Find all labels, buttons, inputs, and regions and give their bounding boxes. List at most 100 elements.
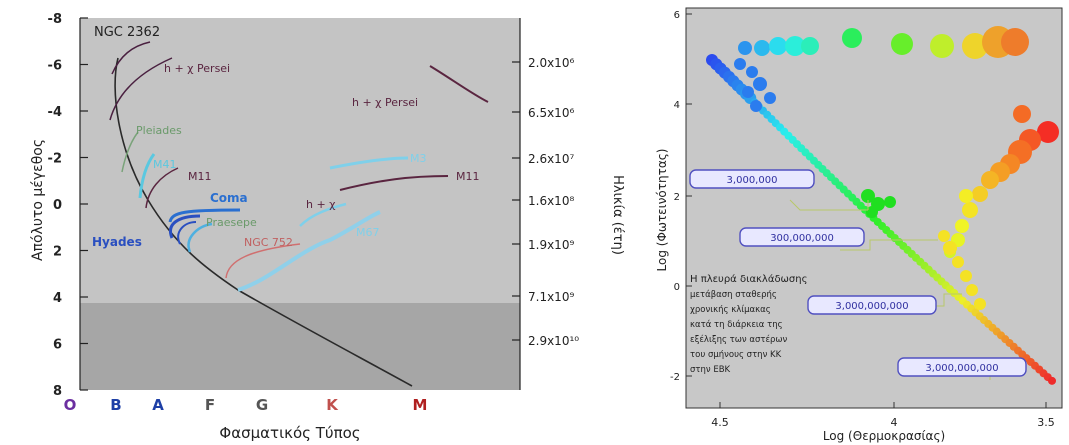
right-x-tick-label: 3.5 (1037, 416, 1055, 429)
annotation-line: Η πλευρά διακλάδωσης (690, 273, 807, 285)
green-star (866, 206, 878, 218)
green-star (884, 196, 896, 208)
label-h-chi-2: h + χ Persei (352, 96, 418, 109)
giant-star (801, 37, 819, 55)
right-y-tick-label: 0 (674, 282, 680, 293)
red-giant-star (955, 219, 969, 233)
label-m11-b: M11 (456, 170, 480, 183)
label-m41: M41 (153, 158, 177, 171)
h-chi-persei-track (109, 57, 173, 121)
label-h-chi-3: h + χ (306, 198, 336, 211)
yellow-star (966, 284, 978, 296)
spectral-type-O: O (64, 396, 77, 414)
annotation-line: του σμήνους στην ΚΚ (690, 350, 782, 360)
label-praesepe: Praesepe (206, 216, 257, 229)
right-y-tick-label: 4 (674, 100, 680, 111)
red-giant-star (1037, 121, 1059, 143)
praesepe-track (187, 222, 213, 253)
age-box-label: 3,000,000,000 (925, 363, 998, 374)
m3-track-b (299, 202, 347, 227)
right-x-axis-title: Log (Θερμοκρασίας) (823, 429, 945, 443)
y-tick-label: 0 (53, 198, 62, 213)
annotation-line: στην ΕΒΚ (690, 365, 731, 375)
m67-track (237, 210, 381, 292)
ngc752-track (225, 243, 301, 279)
right-y-tick-label: 6 (674, 10, 680, 21)
y-tick-label: -4 (48, 105, 62, 120)
right-y-axis-title: Log (Φωτεινότητας) (655, 149, 669, 272)
spectral-type-A: A (152, 396, 164, 414)
blue-star (753, 77, 767, 91)
right-y-tick-label: -2 (670, 372, 680, 383)
left-y-axis-title: Απόλυτο μέγεθος (30, 139, 46, 261)
hr-cluster-chart: -8 -6 -4 -2 0 2 4 6 8 2.0x10⁶ 6.5x10⁶ 2.6x10⁷ 1.6x1… (30, 12, 625, 442)
spectral-type-G: G (256, 396, 268, 414)
lower-plot-area (80, 303, 520, 390)
label-h-chi-1: h + χ Persei (164, 62, 230, 75)
annotation-line: χρονικής κλίμακας (690, 305, 771, 315)
blue-star (746, 66, 758, 78)
label-hyades: Hyades (92, 235, 142, 249)
m11-track-a (145, 167, 179, 209)
giant-star (754, 40, 770, 56)
pleiades-track (121, 131, 139, 173)
red-giant-star (981, 171, 999, 189)
m41-track (138, 153, 156, 199)
left-x-axis-title: Φασματικός Τύπος (219, 424, 360, 442)
giant-star (842, 28, 862, 48)
giant-star (962, 33, 988, 59)
upper-plot-area (80, 18, 520, 303)
age-tick-label: 7.1x10⁹ (528, 290, 574, 304)
right-x-tick-label: 4.5 (711, 416, 729, 429)
age-box-label: 300,000,000 (770, 233, 834, 244)
main-sequence-curve (114, 57, 413, 387)
red-giant-star (972, 186, 988, 202)
label-pleiades: Pleiades (136, 124, 182, 137)
h-chi-red-supergiants (429, 65, 489, 103)
annotation-line: εξέλιξης των αστέρων (690, 334, 788, 345)
spectral-type-K: K (326, 396, 339, 414)
m3-track (329, 156, 409, 170)
age-box (689, 169, 815, 189)
red-giant-star (1013, 105, 1031, 123)
y-tick-label: -2 (48, 152, 62, 167)
label-m3: M3 (410, 152, 427, 165)
right-x-tick-label: 4 (891, 416, 898, 429)
giant-star (769, 37, 787, 55)
blue-star (750, 100, 762, 112)
red-giant-star (962, 202, 978, 218)
y-tick-label: 8 (53, 384, 62, 399)
label-m67: M67 (356, 226, 380, 239)
left-right-axis-title: Ηλικία (έτη) (610, 175, 625, 255)
giant-star (785, 36, 805, 56)
age-box (739, 227, 865, 247)
age-box (897, 357, 1027, 377)
hyades-track-b (177, 221, 197, 245)
coma-track (168, 208, 241, 223)
blue-star (742, 86, 754, 98)
ngc2362-track (111, 41, 151, 75)
yellow-star (938, 230, 950, 242)
age-box-label: 3,000,000 (727, 175, 778, 186)
label-ngc2362: NGC 2362 (94, 25, 160, 40)
giant-star (1001, 28, 1029, 56)
annotation-line: κατά τη διάρκεια της (690, 320, 783, 330)
main-sequence-star (1048, 376, 1056, 385)
yellow-star (960, 270, 972, 282)
blue-star (764, 92, 776, 104)
age-tick-label: 2.0x10⁶ (528, 56, 574, 70)
y-tick-label: 6 (53, 338, 62, 353)
label-coma: Coma (210, 191, 248, 205)
label-m11-a: M11 (188, 170, 212, 183)
y-tick-label: -8 (48, 12, 62, 27)
label-ngc752: NGC 752 (244, 236, 293, 249)
y-tick-label: -6 (48, 59, 62, 74)
giant-star (930, 34, 954, 58)
yellow-star (974, 298, 986, 310)
h-chi-red-branch (339, 175, 449, 191)
age-tick-label: 2.9x10¹⁰ (528, 334, 579, 348)
age-tick-label: 6.5x10⁶ (528, 106, 574, 120)
age-box-label: 3,000,000,000 (835, 301, 908, 312)
spectral-type-M: M (413, 396, 428, 414)
